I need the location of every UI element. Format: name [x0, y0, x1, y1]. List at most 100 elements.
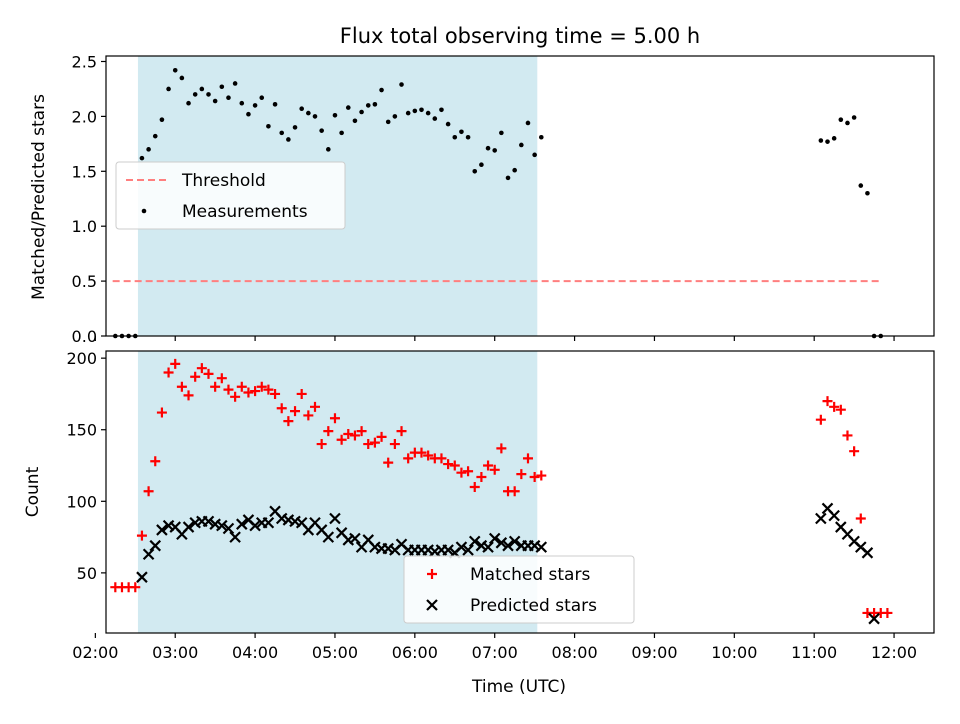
data-point	[476, 471, 487, 482]
data-point	[166, 86, 171, 92]
data-point	[482, 541, 494, 553]
data-point	[243, 387, 254, 398]
bottom-y-axis-label: Count	[23, 466, 43, 517]
data-point	[369, 437, 380, 448]
data-point	[828, 509, 840, 522]
x-tick-label: 06:00	[392, 643, 438, 662]
data-point	[312, 114, 318, 119]
data-point	[343, 429, 354, 440]
data-point	[519, 142, 524, 148]
data-point	[306, 110, 311, 116]
x-tick-label: 05:00	[312, 643, 358, 662]
data-point	[236, 518, 248, 530]
data-point	[290, 406, 301, 417]
legend-label: Threshold	[181, 171, 266, 191]
data-point	[525, 120, 531, 126]
plot-frame	[105, 350, 935, 634]
data-point	[412, 108, 418, 114]
data-point	[176, 381, 187, 392]
data-point	[319, 128, 324, 133]
series-measurements	[113, 67, 884, 339]
data-point	[532, 152, 537, 158]
data-point	[538, 134, 544, 140]
data-point	[492, 148, 498, 153]
data-point	[326, 147, 331, 152]
x-tick-label: 02:00	[72, 643, 118, 662]
chart-title: Flux total observing time = 5.00 h	[340, 24, 700, 48]
legend-box	[115, 161, 346, 230]
y-tick-label: 0.5	[72, 272, 97, 291]
x-tick-label: 11:00	[791, 643, 837, 662]
data-point	[150, 456, 161, 467]
legend-box	[403, 555, 635, 624]
data-point	[522, 453, 533, 464]
data-point	[192, 92, 198, 97]
data-point	[822, 396, 833, 407]
y-tick-label: 100	[66, 492, 97, 511]
data-point	[256, 381, 267, 392]
data-point	[449, 460, 460, 471]
data-point	[323, 426, 334, 437]
data-point	[465, 134, 471, 140]
data-point	[432, 116, 438, 121]
data-point	[303, 410, 314, 421]
data-point	[463, 466, 474, 477]
data-point	[299, 106, 304, 112]
data-point	[250, 386, 261, 397]
y-tick-label: 200	[66, 349, 97, 368]
data-point	[196, 363, 207, 374]
data-point	[439, 107, 444, 113]
panel-ratio: 0.0 0.5 1.0 1.5 2.0 2.5 Threshold Measurements	[72, 52, 935, 346]
data-point	[858, 183, 864, 188]
data-point	[379, 87, 384, 93]
y-tick-label: 1.5	[72, 162, 97, 181]
x-axis-label: Time (UTC)	[471, 677, 566, 697]
data-point	[479, 162, 484, 168]
data-point	[332, 112, 338, 118]
data-point	[322, 531, 335, 543]
data-point	[249, 519, 261, 532]
series-matched-stars	[110, 358, 893, 618]
data-point	[183, 390, 194, 401]
data-point	[236, 381, 247, 392]
data-point	[452, 134, 458, 140]
data-point	[838, 117, 844, 122]
data-point	[416, 447, 427, 458]
data-point	[469, 481, 480, 492]
legend-label: Measurements	[182, 202, 308, 222]
data-point	[509, 486, 520, 497]
data-point	[219, 84, 225, 90]
y-tick-label: 150	[66, 421, 97, 440]
data-point	[365, 103, 371, 108]
data-point	[443, 459, 454, 470]
data-point	[163, 367, 174, 378]
y-tick-label: 1.0	[72, 217, 97, 236]
legend-label: Predicted stars	[470, 596, 597, 616]
legend-handle	[426, 599, 438, 611]
data-point	[829, 401, 840, 412]
legend-handle	[427, 569, 437, 579]
data-point	[499, 130, 504, 136]
data-point	[483, 460, 494, 471]
data-point	[468, 535, 481, 548]
data-point	[825, 139, 830, 144]
data-point	[845, 120, 850, 126]
y-tick-label: 0.0	[72, 327, 97, 346]
data-point	[861, 547, 874, 559]
data-point	[202, 515, 215, 528]
data-point	[259, 95, 265, 101]
data-point	[222, 522, 235, 535]
data-point	[309, 401, 320, 412]
data-point	[130, 582, 141, 593]
data-point	[419, 107, 424, 113]
data-point	[349, 532, 361, 545]
legend: Matched stars Predicted stars	[403, 555, 635, 624]
data-point	[339, 130, 344, 136]
data-point	[182, 521, 195, 533]
data-point	[210, 381, 221, 392]
legend-label: Matched stars	[470, 565, 590, 585]
legend: Threshold Measurements	[115, 161, 346, 230]
data-point	[842, 430, 853, 441]
